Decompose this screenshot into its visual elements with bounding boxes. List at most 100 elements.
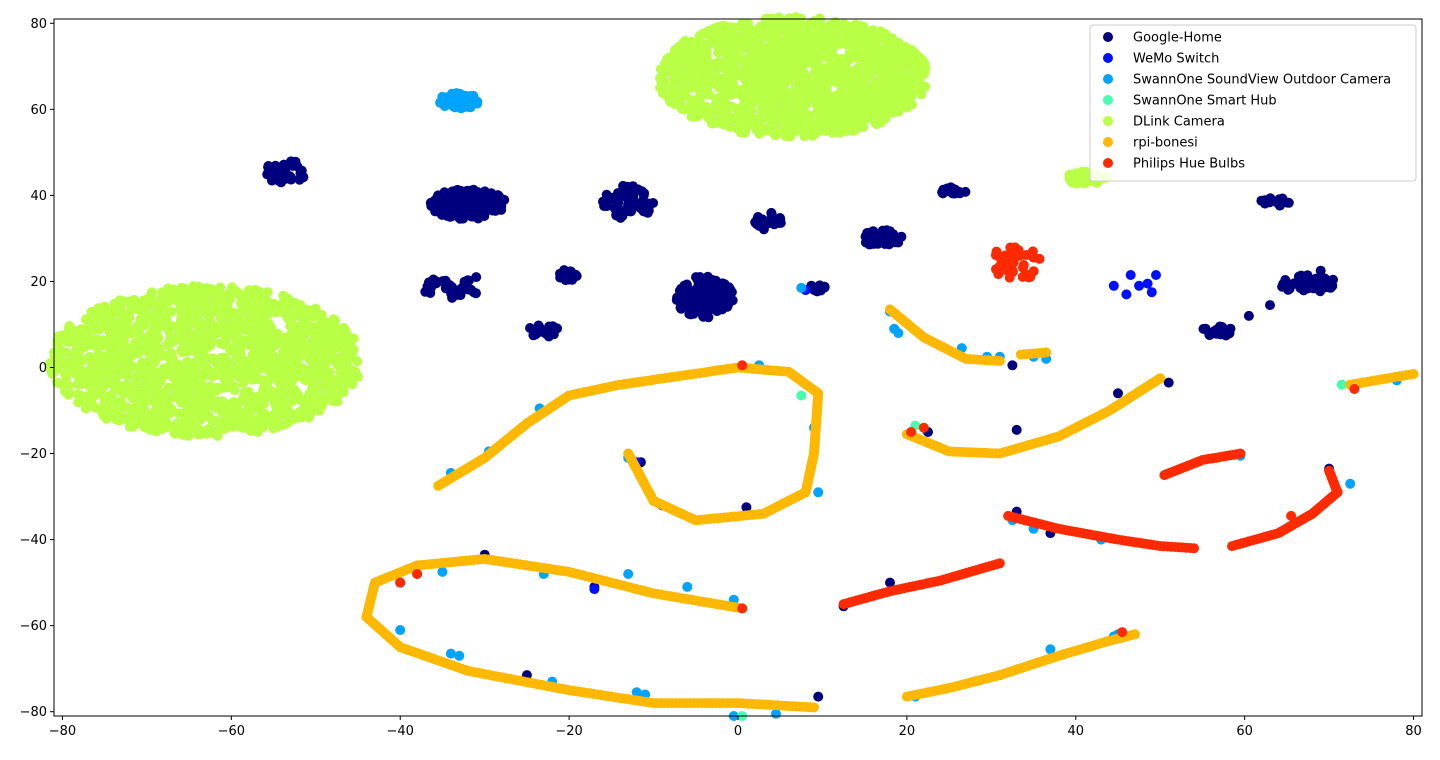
point-dlink-camera [89, 390, 100, 401]
legend-marker [1103, 74, 1113, 84]
point-swannone-soundview-outdoor-camera [395, 625, 406, 635]
point-dlink-camera [249, 364, 260, 375]
point-dlink-camera [797, 27, 808, 38]
point-google-home [599, 201, 610, 211]
point-google-home [766, 209, 777, 220]
point-google-home [286, 174, 296, 185]
point-swannone-soundview-outdoor-camera [453, 96, 464, 107]
point-dlink-camera [686, 49, 697, 60]
point-wemo-switch [1151, 270, 1161, 280]
point-dlink-camera [896, 91, 906, 102]
point-dlink-camera [135, 314, 146, 325]
point-google-home [627, 184, 638, 195]
point-google-home [871, 237, 882, 248]
x-tick-label: −20 [555, 724, 582, 739]
legend-marker [1103, 158, 1113, 168]
point-dlink-camera [885, 107, 896, 118]
point-dlink-camera [811, 30, 822, 41]
point-dlink-camera [854, 38, 865, 49]
point-dlink-camera [904, 89, 915, 100]
point-dlink-camera [265, 351, 276, 362]
point-swannone-soundview-outdoor-camera [466, 90, 477, 101]
point-dlink-camera [774, 12, 785, 23]
point-philips-hue-bulbs [1235, 448, 1246, 459]
point-dlink-camera [742, 36, 753, 47]
point-google-home [267, 173, 278, 184]
point-dlink-camera [862, 89, 873, 100]
point-dlink-camera [292, 367, 303, 378]
point-dlink-camera [75, 392, 86, 403]
point-google-home [471, 288, 481, 299]
point-dlink-camera [100, 351, 111, 362]
point-dlink-camera [239, 387, 250, 398]
point-google-home [453, 190, 464, 201]
point-swannone-smart-hub [796, 390, 807, 401]
point-dlink-camera [90, 357, 101, 368]
point-dlink-camera [710, 59, 720, 69]
point-google-home [540, 328, 551, 339]
point-dlink-camera [79, 342, 90, 352]
point-dlink-camera [228, 365, 239, 376]
point-dlink-camera [807, 86, 818, 97]
point-dlink-camera [880, 28, 891, 39]
legend-label: SwannOne Smart Hub [1133, 94, 1277, 109]
point-philips-hue-bulbs [737, 360, 748, 371]
point-dlink-camera [137, 386, 147, 397]
point-dlink-camera [71, 344, 82, 355]
point-dlink-camera [150, 300, 161, 311]
point-dlink-camera [122, 355, 133, 366]
point-dlink-camera [870, 97, 880, 108]
point-dlink-camera [287, 349, 298, 360]
point-google-home [528, 327, 539, 338]
point-google-home [698, 310, 708, 321]
point-dlink-camera [291, 412, 302, 423]
point-dlink-camera [221, 325, 231, 336]
point-google-home [425, 288, 436, 298]
point-dlink-camera [902, 102, 913, 113]
x-tick-label: −40 [387, 724, 414, 739]
point-dlink-camera [104, 312, 115, 323]
y-tick-label: 20 [30, 275, 47, 290]
point-dlink-camera [199, 384, 210, 395]
point-dlink-camera [318, 358, 329, 369]
point-swannone-soundview-outdoor-camera [437, 566, 448, 577]
point-dlink-camera [712, 116, 723, 127]
point-dlink-camera [157, 423, 168, 434]
point-dlink-camera [309, 311, 320, 322]
point-dlink-camera [152, 342, 163, 353]
point-dlink-camera [343, 344, 354, 355]
point-dlink-camera [183, 430, 194, 441]
point-dlink-camera [163, 382, 174, 393]
point-dlink-camera [201, 300, 212, 311]
point-philips-hue-bulbs [1008, 266, 1018, 277]
point-rpi-bonesi [1408, 369, 1419, 379]
point-dlink-camera [701, 101, 712, 112]
point-dlink-camera [743, 119, 754, 130]
point-dlink-camera [306, 347, 316, 358]
point-google-home [296, 165, 307, 176]
point-google-home [1224, 328, 1235, 339]
point-google-home [466, 185, 477, 196]
point-wemo-switch [1108, 280, 1119, 291]
point-dlink-camera [756, 104, 767, 115]
point-dlink-camera [825, 102, 836, 113]
point-dlink-camera [237, 291, 248, 301]
point-philips-hue-bulbs [994, 558, 1005, 569]
point-dlink-camera [197, 357, 208, 368]
point-google-home [675, 302, 686, 313]
point-dlink-camera [747, 68, 758, 79]
point-dlink-camera [188, 422, 199, 433]
point-dlink-camera [788, 116, 799, 127]
point-philips-hue-bulbs [906, 427, 917, 437]
point-dlink-camera [222, 295, 233, 306]
points-layer [45, 12, 1419, 721]
legend-label: SwannOne SoundView Outdoor Camera [1133, 73, 1391, 88]
point-dlink-camera [754, 128, 765, 139]
point-dlink-camera [165, 335, 176, 346]
point-swannone-soundview-outdoor-camera [796, 282, 807, 293]
point-dlink-camera [332, 396, 343, 407]
point-dlink-camera [194, 411, 205, 422]
point-dlink-camera [737, 18, 748, 29]
point-dlink-camera [208, 353, 218, 364]
point-dlink-camera [695, 74, 706, 85]
